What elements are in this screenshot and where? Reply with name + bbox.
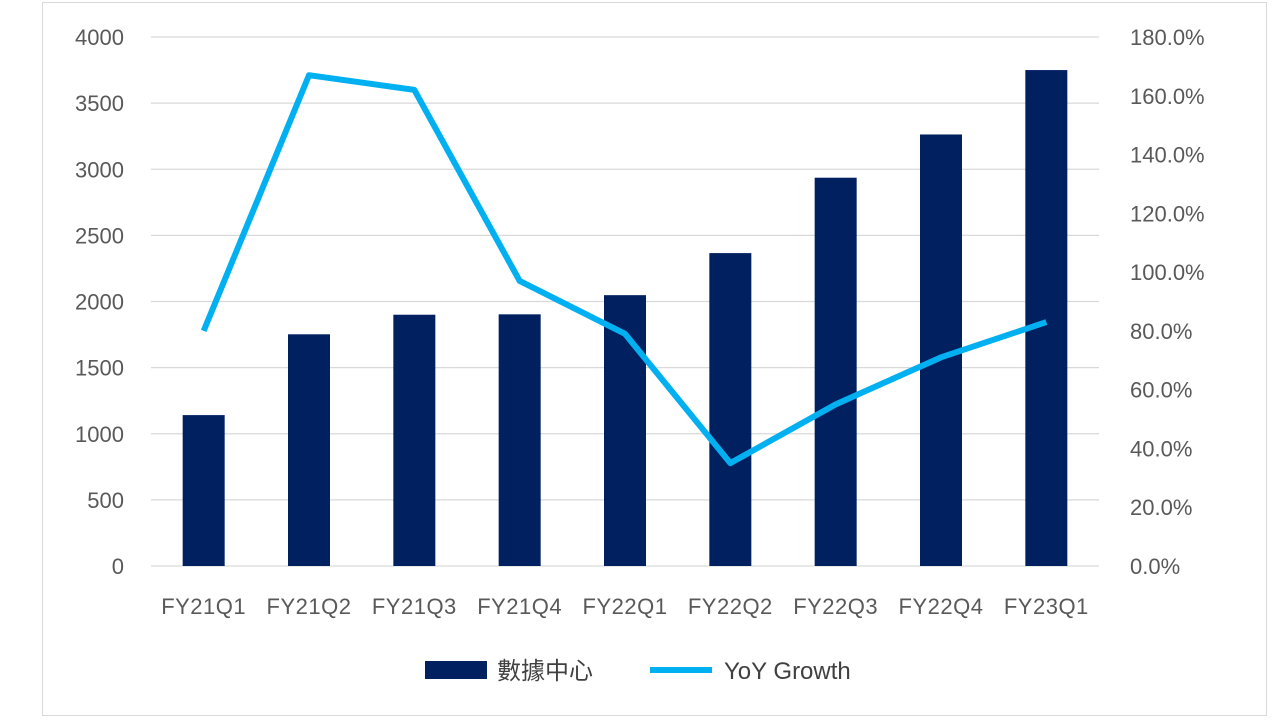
right-axis-tick-label: 160.0%	[1130, 84, 1205, 109]
x-axis-tick-label: FY21Q2	[267, 594, 352, 619]
right-axis-tick-label: 140.0%	[1130, 143, 1205, 168]
bar	[604, 295, 646, 566]
right-axis-tick-label: 20.0%	[1130, 495, 1192, 520]
x-axis-tick-label: FY22Q2	[688, 594, 773, 619]
x-axis-tick-label: FY21Q4	[477, 594, 562, 619]
x-axis-tick-label: FY22Q1	[583, 594, 668, 619]
bar	[498, 314, 541, 566]
bar	[709, 253, 752, 566]
right-axis-tick-label: 100.0%	[1130, 260, 1205, 285]
x-axis-tick-label: FY21Q1	[161, 594, 246, 619]
right-axis-tick-label: 0.0%	[1130, 554, 1180, 579]
bar	[814, 177, 857, 567]
left-axis-tick-label: 4000	[75, 25, 124, 50]
x-axis-tick-label: FY23Q1	[1004, 594, 1089, 619]
x-axis-tick-label: FY22Q4	[899, 594, 984, 619]
legend-bar-swatch	[425, 661, 487, 679]
legend-line-label: YoY Growth	[724, 658, 851, 685]
bar	[288, 334, 330, 566]
bar	[1025, 70, 1068, 566]
right-axis-tick-label: 80.0%	[1130, 319, 1192, 344]
right-axis-tick-label: 120.0%	[1130, 201, 1205, 226]
bar	[182, 415, 225, 566]
left-axis-tick-label: 500	[87, 488, 124, 513]
yoy-growth-line	[200, 72, 1048, 467]
x-axis-tick-label: FY22Q3	[793, 594, 878, 619]
right-axis-tick-label: 40.0%	[1130, 436, 1192, 461]
left-axis-tick-label: 1500	[75, 356, 124, 381]
x-axis-tick-label: FY21Q3	[372, 594, 457, 619]
left-axis-tick-label: 1000	[75, 422, 124, 447]
bar	[393, 314, 436, 566]
left-axis-tick-label: 0	[112, 554, 124, 579]
left-axis-tick-label: 3000	[75, 157, 124, 182]
left-axis-tick-label: 2000	[75, 290, 124, 315]
left-axis-tick-label: 2500	[75, 223, 124, 248]
right-axis-tick-label: 60.0%	[1130, 378, 1192, 403]
left-axis-tick-label: 3500	[75, 91, 124, 116]
legend-bar-label: 數據中心	[497, 658, 593, 685]
chart-frame	[42, 2, 1267, 716]
right-axis-tick-label: 180.0%	[1130, 25, 1205, 50]
